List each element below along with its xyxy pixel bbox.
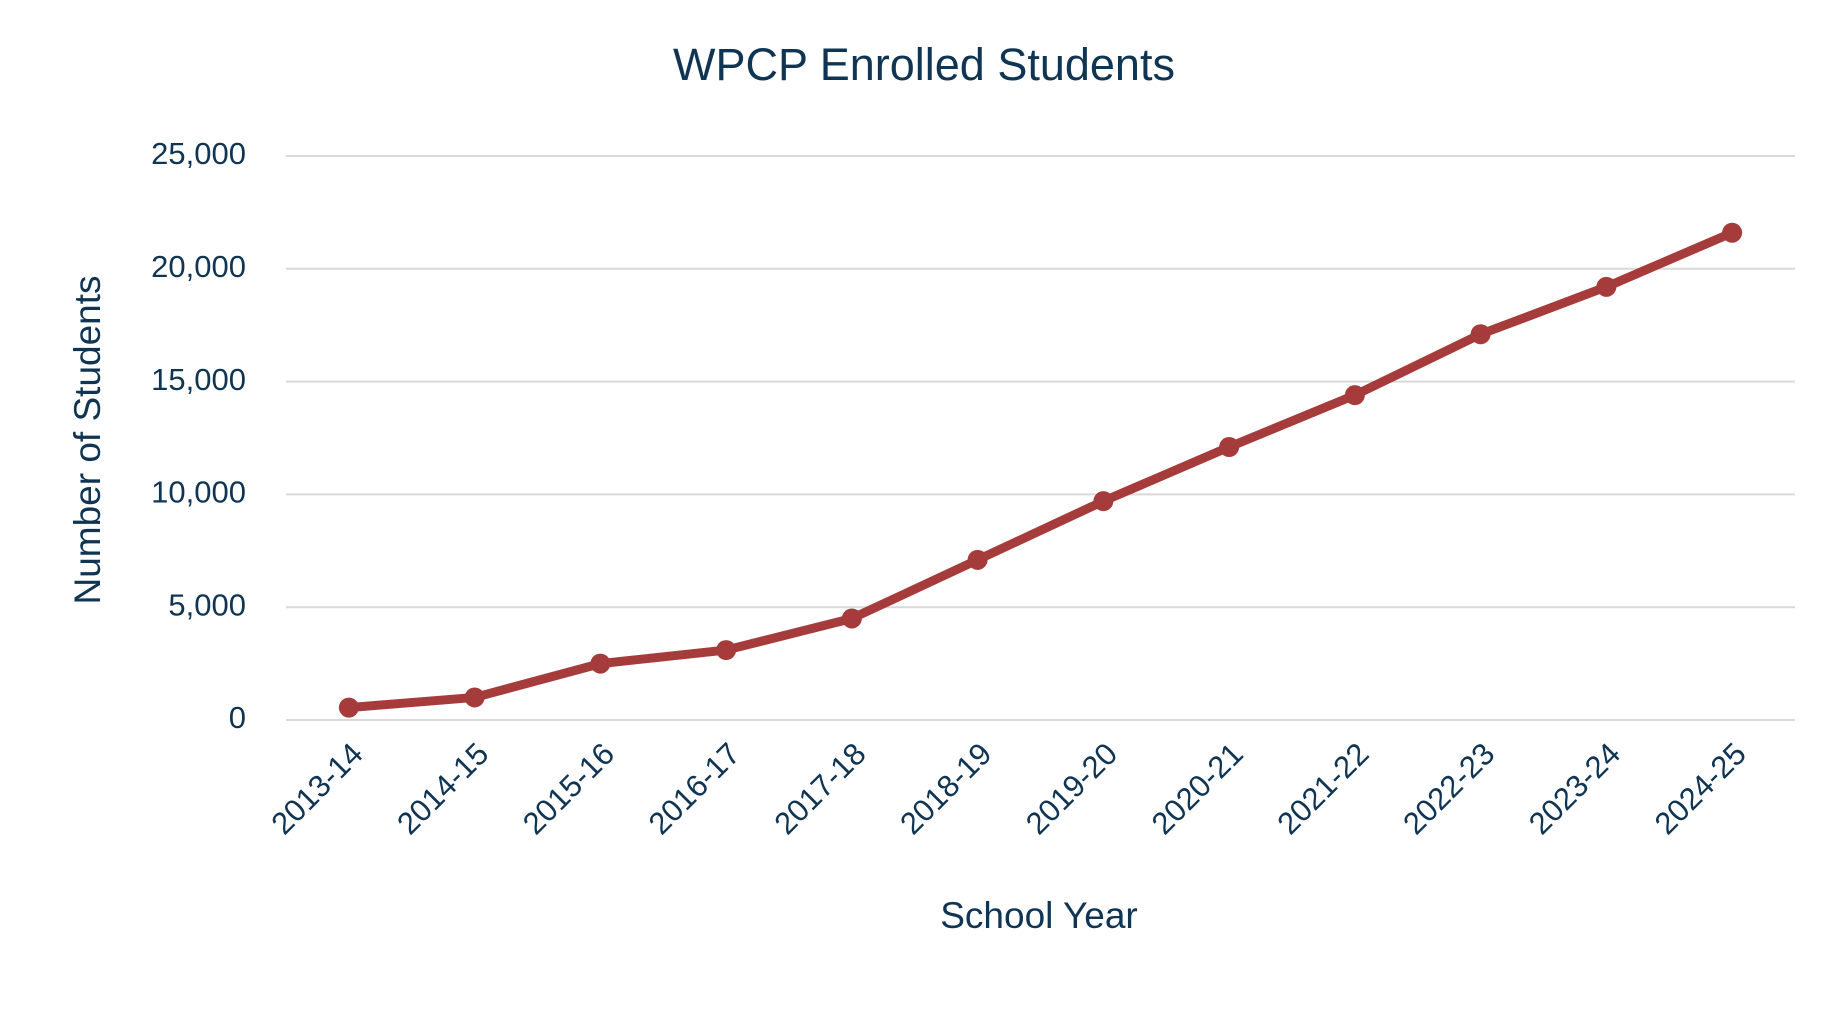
y-tick-label: 20,000: [151, 249, 246, 284]
x-tick-label: 2023-24: [1522, 736, 1627, 841]
x-tick-label: 2019-20: [1019, 736, 1124, 841]
line: [348, 228, 1734, 713]
point: [1093, 491, 1114, 512]
x-tick-label: 2022-23: [1396, 736, 1501, 841]
x-tick-label: 2021-22: [1270, 736, 1375, 841]
x-axis-label: School Year: [940, 895, 1138, 936]
point: [1596, 276, 1617, 297]
x-tick-label: 2018-19: [893, 736, 998, 841]
x-tick-label: 2016-17: [642, 736, 747, 841]
point: [841, 608, 862, 629]
point: [1722, 222, 1743, 243]
x-tick-label: 2013-14: [264, 736, 369, 841]
point: [590, 653, 611, 674]
x-tick-label: 2020-21: [1145, 736, 1250, 841]
point: [464, 687, 485, 708]
point: [338, 697, 359, 718]
point: [1470, 324, 1491, 345]
point: [1219, 437, 1240, 458]
y-tick-label: 0: [229, 700, 246, 735]
y-tick-label: 25,000: [151, 136, 246, 171]
chart-title: WPCP Enrolled Students: [673, 39, 1175, 90]
x-tick-label: 2024-25: [1648, 736, 1753, 841]
y-axis-label: Number of Students: [67, 275, 108, 604]
point: [1344, 385, 1365, 406]
x-tick-label: 2017-18: [767, 736, 872, 841]
point: [716, 640, 737, 661]
point: [967, 549, 988, 570]
y-tick-label: 5,000: [168, 587, 246, 622]
x-tick-label: 2014-15: [390, 736, 495, 841]
x-tick-label: 2015-16: [516, 736, 621, 841]
y-tick-label: 10,000: [151, 475, 246, 510]
y-tick-label: 15,000: [151, 362, 246, 397]
